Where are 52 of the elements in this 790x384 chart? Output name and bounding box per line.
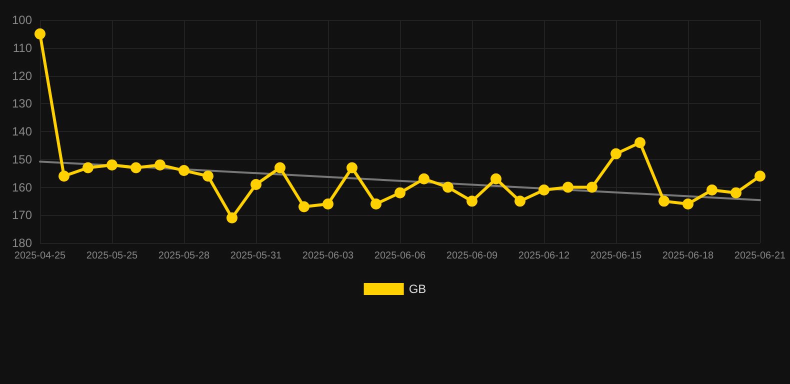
y-tick-label: 160	[12, 180, 32, 194]
y-tick-label: 150	[12, 152, 32, 166]
x-tick-label: 2025-06-12	[518, 250, 570, 262]
point	[754, 170, 766, 182]
point	[154, 159, 166, 170]
point	[82, 162, 94, 174]
x-tick-label: 2025-05-25	[86, 250, 138, 262]
point	[418, 173, 430, 184]
legend-label: GB	[408, 282, 426, 296]
point	[322, 198, 334, 210]
point	[130, 162, 142, 174]
point	[514, 196, 526, 207]
point	[370, 198, 382, 210]
x-tick-label: 2025-06-03	[302, 250, 354, 262]
x-tick-label: 2025-04-25	[14, 250, 66, 262]
point	[538, 184, 550, 196]
point	[34, 28, 46, 40]
y-tick-label: 130	[12, 96, 32, 111]
point	[202, 170, 214, 182]
point	[634, 137, 646, 148]
point	[730, 187, 742, 198]
x-tick-label: 2025-06-15	[590, 250, 642, 262]
y-tick-label: 120	[12, 68, 32, 83]
x-tick-label: 2025-05-31	[230, 250, 282, 262]
y-tick-label: 140	[12, 124, 32, 138]
y-tick-label: 180	[12, 236, 32, 250]
x-tick-label: 2025-05-28	[158, 250, 210, 262]
point	[226, 212, 238, 224]
point	[298, 201, 310, 212]
x-tick-label: 2025-06-21	[734, 250, 786, 262]
y-tick-label: 110	[12, 40, 32, 55]
x-tick-label: 2025-06-09	[446, 250, 498, 262]
y-tick-label: 100	[12, 13, 32, 27]
x-tick-label: 2025-06-06	[374, 250, 426, 262]
point	[394, 187, 406, 198]
point	[58, 170, 70, 182]
y-tick-label: 170	[12, 208, 32, 222]
point	[346, 162, 358, 174]
point	[610, 148, 622, 160]
point	[682, 198, 694, 210]
point	[106, 159, 118, 170]
point	[178, 165, 190, 176]
point	[466, 196, 478, 207]
point	[706, 184, 718, 196]
x-tick-label: 2025-06-18	[662, 250, 714, 262]
point	[274, 162, 286, 174]
point	[562, 182, 574, 193]
point	[658, 196, 670, 207]
point	[250, 178, 262, 190]
point	[586, 182, 598, 193]
point	[490, 173, 502, 184]
point	[442, 182, 454, 193]
